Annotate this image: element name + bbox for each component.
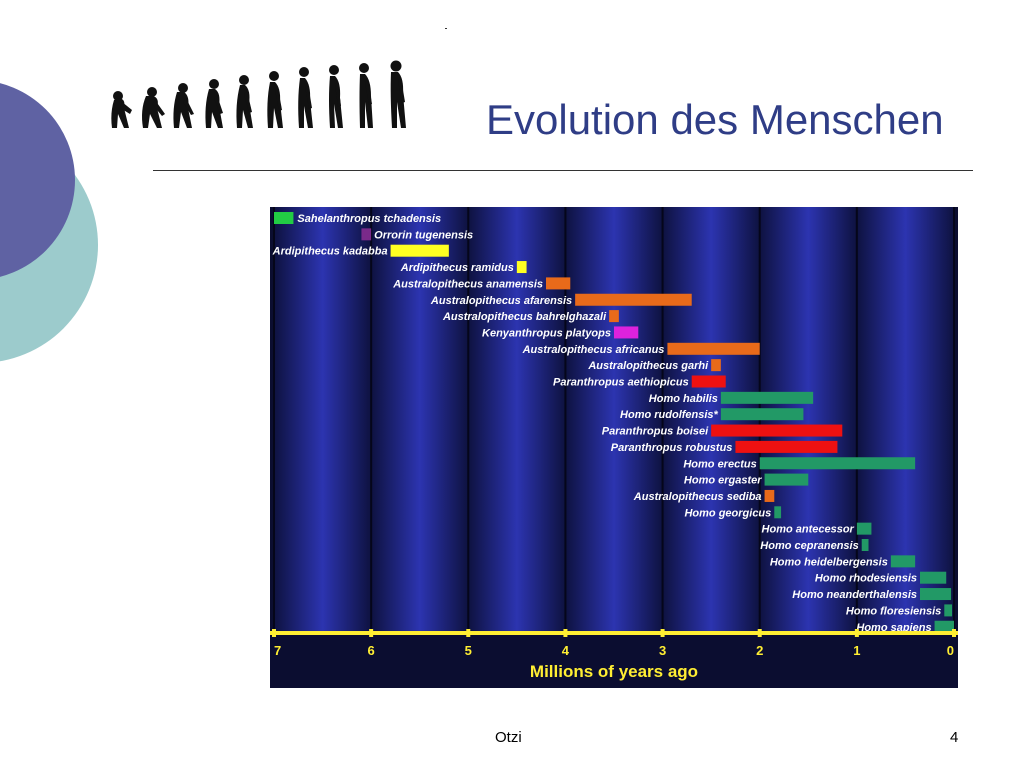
ape-figure-4 xyxy=(205,79,223,128)
bar-label-5: Australopithecus afarensis xyxy=(430,295,572,307)
dark-circle xyxy=(0,83,75,277)
bar-18 xyxy=(774,506,782,519)
bar-8 xyxy=(667,342,760,355)
bar-6 xyxy=(609,310,619,323)
x-tick-label: 4 xyxy=(562,643,570,658)
bar-15 xyxy=(759,457,916,470)
bar-label-2: Ardipithecus kadabba xyxy=(272,246,388,258)
bar-14 xyxy=(735,440,838,453)
bar-13 xyxy=(711,424,843,437)
ape-figure-3 xyxy=(173,83,194,128)
page-number: 4 xyxy=(950,729,959,746)
bar-label-4: Australopithecus anamensis xyxy=(392,278,543,290)
ape-figure-2 xyxy=(142,87,165,128)
x-axis-tick xyxy=(952,629,956,637)
bar-25 xyxy=(934,620,954,633)
bar-1 xyxy=(361,228,372,241)
x-tick-label: 5 xyxy=(465,643,472,658)
bar-17 xyxy=(764,489,775,502)
bar-label-1: Orrorin tugenensis xyxy=(374,229,473,241)
bar-5 xyxy=(575,293,692,306)
bar-3 xyxy=(516,261,527,274)
bar-24 xyxy=(944,604,953,617)
bar-label-13: Paranthropus boisei xyxy=(602,426,709,438)
bar-22 xyxy=(920,571,947,584)
small-dash xyxy=(445,28,447,29)
bar-label-0: Sahelanthropus tchadensis xyxy=(297,213,441,225)
bar-11 xyxy=(720,391,814,404)
bar-2 xyxy=(390,244,449,257)
x-axis-tick xyxy=(466,629,471,637)
bar-16 xyxy=(764,473,809,486)
x-axis-label: Millions of years ago xyxy=(530,662,698,681)
bar-7 xyxy=(614,326,639,339)
bar-4 xyxy=(546,277,571,290)
ape-figure-9 xyxy=(359,63,373,128)
chart-band xyxy=(371,207,469,632)
bar-21 xyxy=(890,555,916,568)
slide-title: Evolution des Menschen xyxy=(486,96,944,143)
bar-19 xyxy=(856,522,872,535)
bar-label-11: Homo habilis xyxy=(649,393,718,405)
ape-figure-7 xyxy=(298,67,313,128)
x-axis-tick xyxy=(757,629,762,637)
bar-label-22: Homo rhodesiensis xyxy=(815,573,917,585)
bar-label-14: Paranthropus robustus xyxy=(611,442,733,454)
ape-figure-1 xyxy=(111,91,132,128)
bar-0 xyxy=(274,212,294,224)
bar-label-25: Homo sapiens xyxy=(856,622,931,634)
x-tick-label: 6 xyxy=(368,643,375,658)
chart-svg: Sahelanthropus tchadensis Orrorin tugenen… xyxy=(270,207,958,688)
title-divider xyxy=(153,170,973,171)
bar-label-3: Ardipithecus ramidus xyxy=(400,262,514,274)
ape-figure-6 xyxy=(267,71,283,128)
x-axis-tick xyxy=(272,629,276,637)
bar-label-7: Kenyanthropus platyops xyxy=(482,327,611,339)
bar-label-24: Homo floresiensis xyxy=(846,605,941,617)
bar-label-12: Homo rudolfensis* xyxy=(620,409,719,421)
bar-label-16: Homo ergaster xyxy=(684,475,762,487)
ape-figure-5 xyxy=(236,75,253,128)
chart-band xyxy=(565,207,663,632)
bar-label-20: Homo cepranensis xyxy=(760,540,858,552)
x-axis-tick xyxy=(563,629,568,637)
x-tick-label: 3 xyxy=(659,643,666,658)
x-tick-label: 1 xyxy=(853,643,860,658)
evolution-silhouettes-image xyxy=(111,60,406,128)
footer-text: Otzi xyxy=(495,729,522,746)
bar-label-21: Homo heidelbergensis xyxy=(770,556,888,568)
bar-label-19: Homo antecessor xyxy=(762,524,855,536)
x-axis-tick xyxy=(369,629,374,637)
bar-label-23: Homo neanderthalensis xyxy=(792,589,917,601)
x-tick-label: 7 xyxy=(274,643,281,658)
bar-10 xyxy=(691,375,726,388)
human-figure xyxy=(390,60,406,128)
bar-label-17: Australopithecus sediba xyxy=(633,491,762,503)
x-tick-label: 0 xyxy=(947,643,954,658)
bar-label-15: Homo erectus xyxy=(683,458,756,470)
x-axis-tick xyxy=(660,629,665,637)
bar-20 xyxy=(861,539,869,551)
bar-12 xyxy=(720,408,804,421)
bar-23 xyxy=(920,588,952,601)
bar-label-10: Paranthropus aethiopicus xyxy=(553,377,689,389)
bar-9 xyxy=(711,359,721,372)
x-tick-label: 2 xyxy=(756,643,763,658)
x-axis-tick xyxy=(854,629,859,637)
bar-label-18: Homo georgicus xyxy=(684,507,771,519)
hominin-timeline-chart: Sahelanthropus tchadensis Orrorin tugenen… xyxy=(270,207,958,688)
ape-figure-8 xyxy=(329,65,343,128)
bar-label-9: Australopithecus garhi xyxy=(587,360,709,372)
decorative-circles xyxy=(0,83,98,362)
bar-label-6: Australopithecus bahrelghazali xyxy=(442,311,607,323)
chart-band xyxy=(274,207,372,632)
bar-label-8: Australopithecus africanus xyxy=(522,344,665,356)
